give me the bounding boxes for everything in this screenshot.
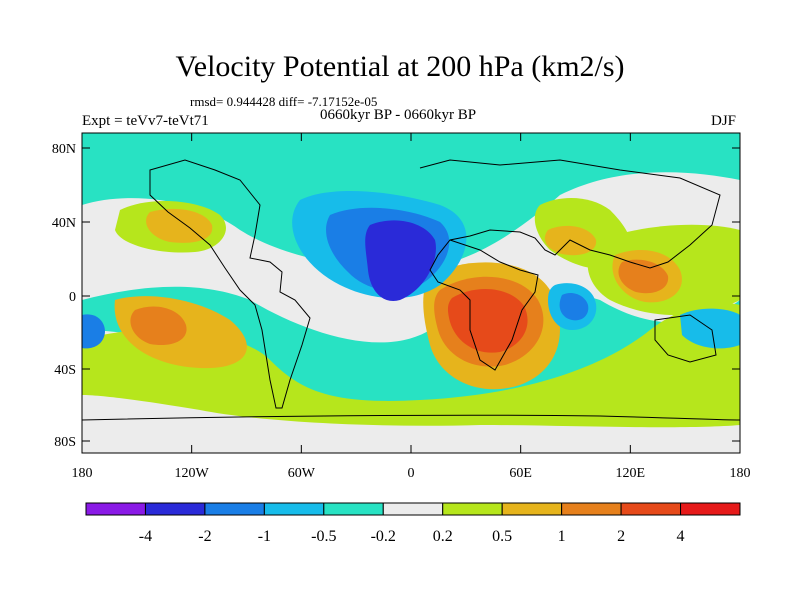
colorbar-swatch <box>204 502 265 516</box>
positive-band-south <box>82 302 740 428</box>
colorbar-label: 0.2 <box>433 528 453 545</box>
colorbar: -4 -2 -1 -0.5 -0.2 0.2 0.5 1 2 4 <box>85 502 741 545</box>
axis-ticks <box>81 133 741 453</box>
colorbar-label: 0.5 <box>492 528 512 545</box>
lat-tick-label: 80S <box>54 435 76 450</box>
colorbar-swatch <box>561 502 622 516</box>
colorbar-swatch <box>382 502 444 516</box>
season-label: DJF <box>711 113 737 129</box>
lon-tick-label: 60W <box>288 466 316 481</box>
negative-max-atlantic <box>365 220 436 301</box>
colorbar-label: 2 <box>617 528 625 545</box>
stats-line: rmsd= 0.944428 diff= -7.17152e-05 <box>190 94 378 109</box>
colorbar-swatch <box>85 502 146 516</box>
colorbar-label: -0.5 <box>311 528 336 545</box>
lat-tick-label: 0 <box>69 290 76 305</box>
lon-tick-label: 180 <box>72 466 93 481</box>
colorbar-swatch <box>501 502 563 516</box>
positive-ring-northamerica <box>146 208 213 243</box>
colorbar-label: 1 <box>558 528 566 545</box>
lat-tick-label: 40S <box>54 363 76 378</box>
lon-tick-label: 0 <box>408 466 415 481</box>
positive-core-pacific <box>130 306 187 346</box>
chart-title: Velocity Potential at 200 hPa (km2/s) <box>175 50 625 83</box>
colorbar-swatch <box>680 502 741 516</box>
lon-tick-label: 60E <box>509 466 532 481</box>
colorbar-swatch <box>144 502 206 516</box>
colorbar-swatch <box>442 502 503 516</box>
lon-tick-label: 120E <box>616 466 646 481</box>
coastlines <box>82 159 740 421</box>
colorbar-swatch <box>323 502 384 516</box>
contour-field <box>82 133 740 453</box>
colorbar-label: -0.2 <box>371 528 396 545</box>
positive-core-indonesia <box>618 259 669 294</box>
lon-tick-label: 180 <box>730 466 751 481</box>
experiment-label: Expt = teVv7-teVt71 <box>82 113 209 129</box>
colorbar-label: -1 <box>258 528 271 545</box>
colorbar-label: 4 <box>677 528 685 545</box>
lon-tick-label: 120W <box>175 466 210 481</box>
negative-core-indianocean <box>559 293 589 321</box>
lat-tick-label: 40N <box>52 216 76 231</box>
colorbar-label: -2 <box>198 528 211 545</box>
colorbar-swatch <box>620 502 682 516</box>
positive-max-africa <box>447 288 528 353</box>
period-label: 0660kyr BP - 0660kyr BP <box>320 107 477 123</box>
negative-core-eastpacific <box>82 314 105 349</box>
colorbar-label: -4 <box>139 528 152 545</box>
axis-labels: 80N 40N 0 40S 80S 180 120W 60W 0 60E 120E 180 <box>52 142 751 481</box>
lat-tick-label: 80N <box>52 142 76 157</box>
neutral-zone-south <box>82 330 740 453</box>
colorbar-swatch <box>263 502 325 516</box>
